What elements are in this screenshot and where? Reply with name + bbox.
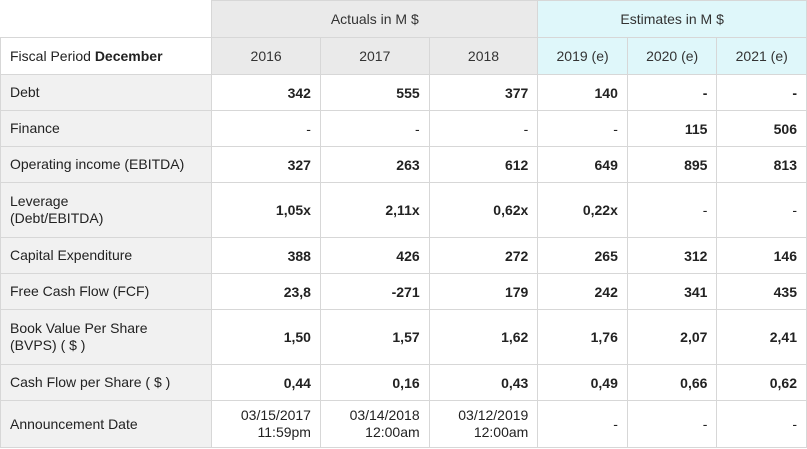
table-cell: 0,49 bbox=[537, 364, 628, 401]
table-cell: 23,8 bbox=[211, 273, 321, 310]
table-cell: 555 bbox=[319, 74, 430, 111]
table-cell: 341 bbox=[626, 273, 718, 310]
table-cell: 263 bbox=[319, 146, 430, 183]
table-cell: 506 bbox=[716, 110, 807, 147]
table-cell: - bbox=[716, 182, 807, 238]
table-cell: - bbox=[319, 110, 430, 147]
time-text: 12:00am bbox=[473, 424, 529, 440]
table-row: Announcement Date 03/15/2017 11:59pm 03/1… bbox=[0, 400, 807, 448]
table-cell: 0,22x bbox=[537, 182, 628, 238]
table-cell: 312 bbox=[626, 237, 718, 274]
table-cell: 179 bbox=[428, 273, 539, 310]
announcement-date-cell: 03/14/2018 12:00am bbox=[319, 400, 430, 448]
table-cell: - bbox=[716, 74, 807, 111]
table-cell: 0,16 bbox=[319, 364, 430, 401]
table-cell: - bbox=[537, 400, 628, 448]
table-cell: 265 bbox=[537, 237, 628, 274]
row-label-bvps: Book Value Per Share (BVPS) ( $ ) bbox=[0, 309, 213, 365]
table-cell: 2,11x bbox=[319, 182, 430, 238]
row-label-announcement-date: Announcement Date bbox=[0, 400, 213, 448]
table-cell: - bbox=[716, 400, 807, 448]
row-label-line: Book Value Per Share bbox=[10, 320, 148, 336]
announcement-date-cell: 03/12/2019 12:00am bbox=[428, 400, 539, 448]
table-cell: 0,44 bbox=[211, 364, 321, 401]
table-cell: 377 bbox=[428, 74, 539, 111]
table-cell: 649 bbox=[537, 146, 628, 183]
year-header: 2017 bbox=[319, 37, 430, 75]
table-cell: 895 bbox=[626, 146, 718, 183]
table-cell: 426 bbox=[319, 237, 430, 274]
table-cell: 2,07 bbox=[626, 309, 718, 365]
table-cell: 140 bbox=[537, 74, 628, 111]
year-header: 2016 bbox=[211, 37, 321, 75]
table-row: Free Cash Flow (FCF) 23,8 -271 179 242 3… bbox=[0, 273, 807, 310]
row-label-leverage: Leverage (Debt/EBITDA) bbox=[0, 182, 213, 238]
table-row: Operating income (EBITDA) 327 263 612 64… bbox=[0, 146, 807, 183]
table-row: Capital Expenditure 388 426 272 265 312 … bbox=[0, 237, 807, 274]
table-cell: 388 bbox=[211, 237, 321, 274]
time-text: 12:00am bbox=[365, 424, 420, 440]
corner-blank bbox=[0, 0, 213, 38]
table-cell: 327 bbox=[211, 146, 321, 183]
table-row: Cash Flow per Share ( $ ) 0,44 0,16 0,43… bbox=[0, 364, 807, 401]
row-label-line: (Debt/EBITDA) bbox=[10, 210, 104, 226]
table-row: Leverage (Debt/EBITDA) 1,05x 2,11x 0,62x … bbox=[0, 182, 807, 238]
table-cell: - bbox=[626, 400, 718, 448]
row-label-finance: Finance bbox=[0, 110, 213, 147]
table-cell: 242 bbox=[537, 273, 628, 310]
estimates-group-header: Estimates in M $ bbox=[537, 0, 807, 38]
table-cell: 1,62 bbox=[428, 309, 539, 365]
year-header: 2020 (e) bbox=[626, 37, 718, 75]
date-text: 03/14/2018 bbox=[349, 407, 420, 423]
date-text: 03/12/2019 bbox=[458, 407, 529, 423]
fiscal-period-label: Fiscal Period December bbox=[0, 37, 213, 75]
row-label-line: Leverage bbox=[10, 193, 69, 209]
table-cell: 813 bbox=[716, 146, 807, 183]
table-cell: 1,76 bbox=[537, 309, 628, 365]
actuals-group-header: Actuals in M $ bbox=[211, 0, 539, 38]
table-cell: 0,62x bbox=[428, 182, 539, 238]
table-cell: 1,05x bbox=[211, 182, 321, 238]
year-header-row: Fiscal Period December 2016 2017 2018 20… bbox=[0, 37, 807, 75]
row-label-line: (BVPS) ( $ ) bbox=[10, 337, 86, 353]
table-cell: 115 bbox=[626, 110, 718, 147]
table-cell: -271 bbox=[319, 273, 430, 310]
table-cell: 0,62 bbox=[716, 364, 807, 401]
row-label-fcf: Free Cash Flow (FCF) bbox=[0, 273, 213, 310]
row-label-cfps: Cash Flow per Share ( $ ) bbox=[0, 364, 213, 401]
table-cell: 272 bbox=[428, 237, 539, 274]
table-cell: 0,66 bbox=[626, 364, 718, 401]
table-cell: - bbox=[537, 110, 628, 147]
table-row: Finance - - - - 115 506 bbox=[0, 110, 807, 147]
year-header: 2018 bbox=[428, 37, 539, 75]
fiscal-period-month: December bbox=[94, 48, 163, 64]
group-header-row: Actuals in M $ Estimates in M $ bbox=[0, 0, 807, 38]
table-cell: 435 bbox=[716, 273, 807, 310]
table-cell: - bbox=[626, 182, 718, 238]
table-cell: - bbox=[626, 74, 718, 111]
row-label-capex: Capital Expenditure bbox=[0, 237, 213, 274]
table-cell: 342 bbox=[211, 74, 321, 111]
announcement-date-cell: 03/15/2017 11:59pm bbox=[211, 400, 321, 448]
table-cell: 2,41 bbox=[716, 309, 807, 365]
row-label-ebitda: Operating income (EBITDA) bbox=[0, 146, 213, 183]
fiscal-period-prefix: Fiscal Period bbox=[10, 48, 95, 64]
table-cell: 612 bbox=[428, 146, 539, 183]
table-row: Book Value Per Share (BVPS) ( $ ) 1,50 1,… bbox=[0, 309, 807, 365]
table-row: Debt 342 555 377 140 - - bbox=[0, 74, 807, 111]
date-text: 03/15/2017 bbox=[240, 407, 311, 423]
table-cell: 1,57 bbox=[319, 309, 430, 365]
table-cell: 0,43 bbox=[428, 364, 539, 401]
table-cell: 146 bbox=[716, 237, 807, 274]
year-header: 2019 (e) bbox=[537, 37, 628, 75]
table-cell: - bbox=[211, 110, 321, 147]
time-text: 11:59pm bbox=[257, 424, 311, 440]
table-cell: - bbox=[428, 110, 539, 147]
table-cell: 1,50 bbox=[211, 309, 321, 365]
row-label-debt: Debt bbox=[0, 74, 213, 111]
year-header: 2021 (e) bbox=[716, 37, 807, 75]
